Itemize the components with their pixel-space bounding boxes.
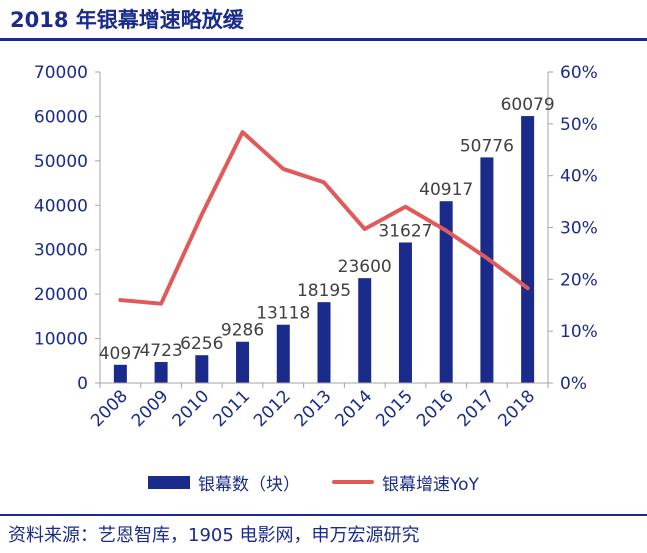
bar-data-label: 6256: [180, 334, 223, 354]
bar: [317, 302, 331, 383]
x-axis-tick-label: 2014: [332, 386, 377, 431]
axes: [95, 71, 553, 388]
left-axis-tick-label: 60000: [34, 107, 88, 127]
right-axis-tick-label: 10%: [560, 322, 598, 342]
right-axis-tick-label: 30%: [560, 219, 598, 239]
left-axis-tick-label: 20000: [34, 285, 88, 305]
page-title: 2018 年银幕增速略放缓: [10, 8, 244, 32]
bar-data-label: 23600: [338, 257, 392, 277]
left-axis-tick-label: 10000: [34, 330, 88, 350]
bar-data-label: 31627: [378, 221, 432, 241]
right-axis-tick-label: 60%: [560, 63, 598, 83]
bar-data-label: 50776: [460, 136, 514, 156]
legend-item-yoy: 银幕增速YoY: [332, 470, 479, 495]
bar: [480, 157, 494, 383]
right-axis-tick-label: 0%: [560, 374, 587, 394]
left-axis-tick-label: 30000: [34, 241, 88, 261]
bar-data-label: 4723: [139, 341, 182, 361]
bar-series-screens: [113, 116, 535, 384]
legend-label-screens: 银幕数（块）: [198, 474, 300, 495]
bar-data-label: 4097: [99, 344, 142, 364]
bar-data-label: 13118: [256, 304, 310, 324]
bar: [154, 362, 168, 383]
x-axis-tick-label: 2011: [209, 386, 254, 431]
left-axis-tick-label: 0: [77, 374, 88, 394]
source-note: 资料来源：艺恩智库，1905 电影网，申万宏源研究: [8, 525, 420, 546]
bar-data-label: 40917: [419, 180, 473, 200]
line-series-yoy: [118, 130, 530, 306]
bar: [195, 355, 209, 383]
x-axis-tick-label: 2015: [372, 386, 417, 431]
bar-data-label: 9286: [221, 321, 264, 341]
legend-swatch-line: [332, 480, 374, 484]
x-axis-tick-label: 2017: [454, 386, 499, 431]
bar-data-label: 60079: [501, 95, 555, 115]
legend-label-yoy: 银幕增速YoY: [382, 474, 479, 495]
yoy-line: [118, 130, 530, 306]
legend: 银幕数（块） 银幕增速YoY: [148, 470, 511, 495]
legend-swatch-bar: [148, 475, 190, 489]
bar: [439, 201, 453, 383]
right-axis-tick-label: 40%: [560, 167, 598, 187]
bar: [236, 341, 250, 383]
x-axis-tick-label: 2013: [291, 386, 336, 431]
x-axis-tick-label: 2008: [87, 386, 132, 431]
right-axis-tick-label: 20%: [560, 270, 598, 290]
footer-divider: [0, 514, 647, 516]
bar: [358, 278, 372, 383]
x-axis-tick-label: 2018: [494, 386, 539, 431]
bar: [113, 364, 127, 383]
bar: [276, 324, 290, 383]
bar: [521, 116, 535, 384]
legend-item-screens: 银幕数（块）: [148, 470, 300, 495]
x-axis-tick-label: 2016: [413, 386, 458, 431]
left-axis-tick-label: 50000: [34, 152, 88, 172]
x-axis-tick-label: 2010: [169, 386, 214, 431]
left-axis-tick-label: 40000: [34, 196, 88, 216]
bar: [398, 242, 412, 383]
x-axis-tick-label: 2009: [128, 386, 173, 431]
left-axis-tick-label: 70000: [34, 63, 88, 83]
right-axis-tick-label: 50%: [560, 115, 598, 135]
x-axis-tick-label: 2012: [250, 386, 295, 431]
title-divider: [0, 38, 647, 41]
bar-data-label: 18195: [297, 281, 351, 301]
